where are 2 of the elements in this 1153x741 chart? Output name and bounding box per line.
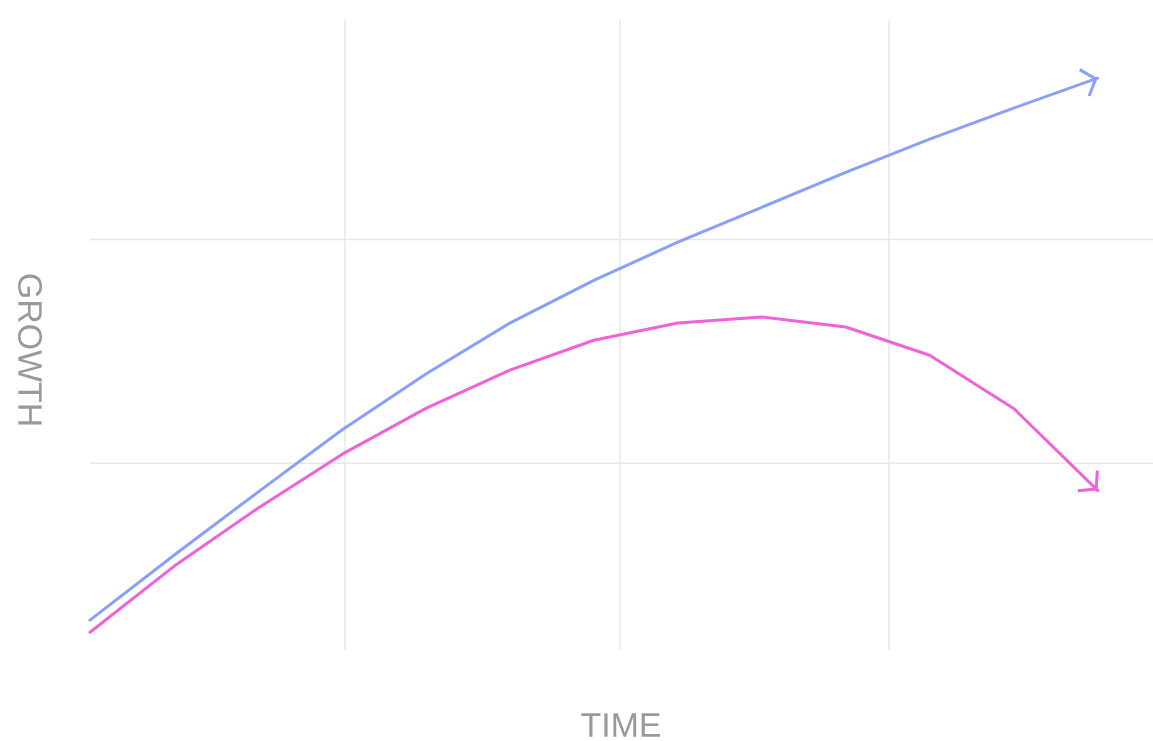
x-axis-title: TIME xyxy=(581,713,661,737)
y-axis-title: GROWTH xyxy=(18,274,42,425)
